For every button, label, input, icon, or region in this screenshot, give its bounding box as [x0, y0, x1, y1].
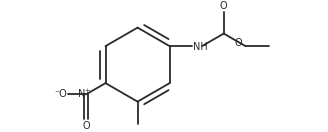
Text: NH: NH [193, 42, 208, 52]
Text: O: O [82, 121, 90, 131]
Text: N: N [78, 89, 86, 99]
Text: +: + [84, 88, 90, 95]
Text: O: O [234, 37, 242, 48]
Text: ⁻O: ⁻O [55, 89, 68, 99]
Text: O: O [220, 1, 228, 11]
